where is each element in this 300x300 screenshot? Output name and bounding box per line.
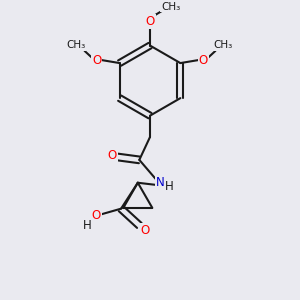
Text: O: O [92,209,101,222]
Text: CH₃: CH₃ [161,2,180,11]
Text: O: O [146,15,154,28]
Text: O: O [140,224,149,236]
Text: O: O [199,53,208,67]
Text: CH₃: CH₃ [213,40,233,50]
Text: CH₃: CH₃ [66,40,86,50]
Text: H: H [83,219,92,232]
Text: H: H [165,180,174,193]
Text: O: O [92,53,101,67]
Text: O: O [108,149,117,162]
Text: N: N [156,176,164,189]
